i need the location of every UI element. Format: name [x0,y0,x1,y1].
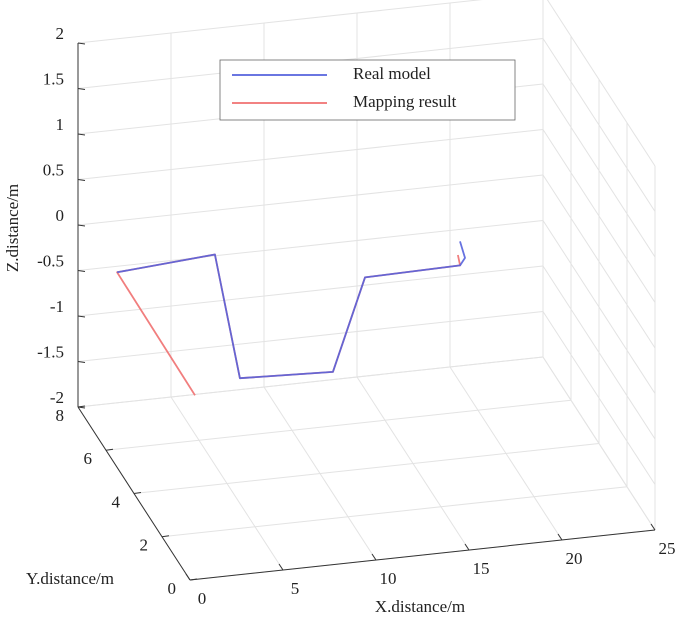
grid-line [542,129,656,303]
grid-line [542,38,656,212]
grid-line [542,174,656,349]
grid-line [542,220,656,394]
z-tick-label: 2 [56,24,65,43]
grid-line [542,356,656,531]
x-tick-label: 5 [291,579,300,598]
grid-line [77,174,544,226]
z-tick [77,42,86,45]
y-tick-label: 0 [168,579,177,598]
x-tick [557,533,563,541]
legend-label: Real model [353,64,431,83]
z-tick [77,224,86,227]
x-tick-label: 15 [473,559,490,578]
legend: Real model Mapping result [219,59,516,121]
z-tick [77,315,86,318]
z-tick [77,88,86,90]
x-tick [371,553,377,561]
series-line [116,241,466,380]
y-tick-label: 4 [112,492,121,511]
grid-line [77,311,544,362]
x-tick [185,573,191,581]
grid-line [77,265,544,317]
x-tick-label: 20 [566,549,583,568]
x-tick-label: 25 [659,539,676,558]
y-tick-label: 8 [56,406,65,425]
y-tick [133,492,142,494]
z-tick [77,133,86,136]
x-tick-label: 0 [198,589,207,608]
x-tick [650,523,656,531]
z-tick [77,270,86,272]
z-axis-label: Z.distance/m [3,184,22,272]
grid-line [542,311,656,485]
grid-line [542,83,656,258]
x-axis [189,529,656,581]
z-tick-label: -1.5 [37,342,64,361]
grid-line [105,399,572,451]
z-tick-label: -0.5 [37,251,64,270]
y-tick [161,535,170,538]
y-axis-label: Y.distance/m [26,569,114,588]
z-tick-label: 1.5 [43,69,64,88]
z-tick-label: 0.5 [43,160,64,179]
z-tick-label: 1 [56,115,65,134]
x-tick-label: 10 [380,569,397,588]
z-tick-label: 0 [56,206,65,225]
grid-line [77,129,544,180]
z-tick-label: -1 [50,297,64,316]
z-tick [77,361,86,363]
grid-line [77,356,544,408]
grid-line [133,443,600,494]
legend-box [219,59,516,121]
y-tick [105,448,114,451]
y-tick [189,578,198,581]
z-tick-label: -2 [50,388,64,407]
grid-line [546,0,656,167]
grid-line [77,0,483,44]
x-tick [464,543,470,551]
grid-line [77,220,544,271]
z-tick [77,406,86,409]
z-tick [77,179,86,181]
x-tick [278,563,284,571]
grid-line [542,265,656,440]
grid-line [161,486,628,538]
y-tick-label: 6 [84,449,93,468]
y-tick-label: 2 [140,536,149,555]
legend-label: Mapping result [353,92,457,111]
x-axis-label: X.distance/m [375,597,465,616]
